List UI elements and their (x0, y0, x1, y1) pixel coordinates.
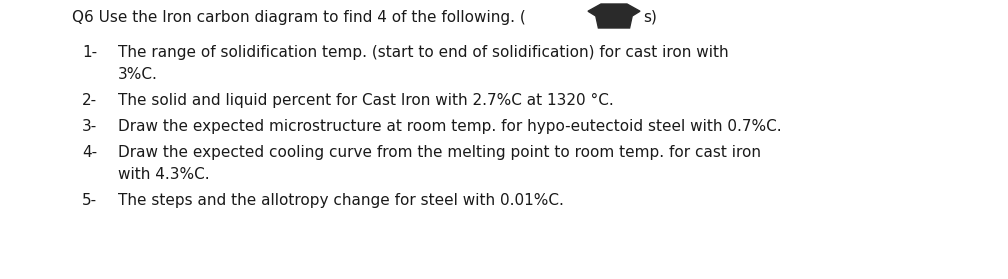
Text: with 4.3%C.: with 4.3%C. (118, 167, 210, 182)
Text: The range of solidification temp. (start to end of solidification) for cast iron: The range of solidification temp. (start… (118, 45, 729, 60)
Text: Draw the expected cooling curve from the melting point to room temp. for cast ir: Draw the expected cooling curve from the… (118, 145, 761, 160)
Text: s): s) (643, 10, 657, 25)
Text: 4-: 4- (82, 145, 97, 160)
Text: 3%C.: 3%C. (118, 67, 158, 82)
Text: The steps and the allotropy change for steel with 0.01%C.: The steps and the allotropy change for s… (118, 193, 563, 208)
Text: Draw the expected microstructure at room temp. for hypo-eutectoid steel with 0.7: Draw the expected microstructure at room… (118, 119, 781, 134)
Text: Q6 Use the Iron carbon diagram to find 4 of the following. (: Q6 Use the Iron carbon diagram to find 4… (72, 10, 526, 25)
Text: 3-: 3- (82, 119, 97, 134)
Text: 1-: 1- (82, 45, 97, 60)
Polygon shape (588, 4, 640, 28)
Text: 2-: 2- (82, 93, 97, 108)
Text: 5-: 5- (82, 193, 97, 208)
Text: The solid and liquid percent for Cast Iron with 2.7%C at 1320 °C.: The solid and liquid percent for Cast Ir… (118, 93, 614, 108)
